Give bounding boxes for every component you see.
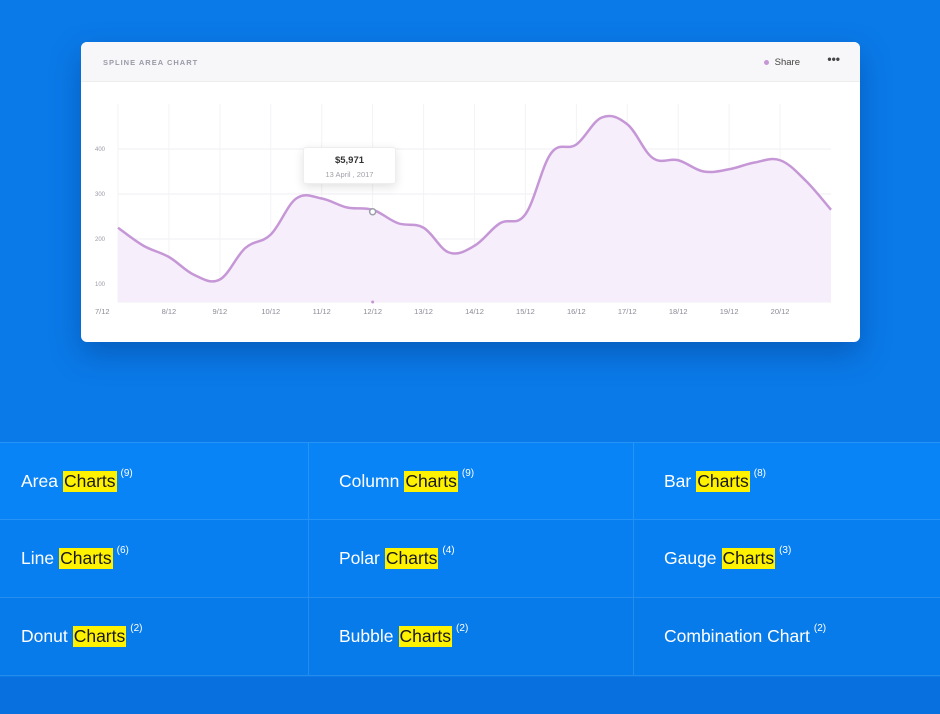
category-count: (3) bbox=[779, 545, 792, 556]
category-highlight: Charts bbox=[721, 548, 776, 569]
category-column-charts[interactable]: Column Charts (9) bbox=[309, 442, 634, 520]
categories-row: Donut Charts (2) Bubble Charts (2) Combinati… bbox=[0, 598, 940, 676]
category-highlight: Charts bbox=[72, 626, 127, 647]
x-tick-label: 8/12 bbox=[162, 307, 177, 316]
x-tick-label: 7/12 bbox=[95, 307, 110, 316]
series-area-share bbox=[118, 115, 831, 302]
series-line-share bbox=[117, 114, 832, 283]
category-highlight: Charts bbox=[62, 470, 117, 492]
y-tick-label: 300 bbox=[95, 192, 106, 198]
category-label: Gauge bbox=[664, 548, 717, 568]
category-highlight: Charts bbox=[384, 548, 439, 569]
x-tick-label: 9/12 bbox=[213, 307, 228, 316]
footer-band bbox=[0, 677, 940, 714]
legend-label: Share bbox=[774, 57, 800, 68]
card-header: SPLINE AREA CHART Share ••• bbox=[81, 42, 860, 82]
category-label: Bubble bbox=[339, 626, 394, 646]
categories-row: Line Charts (6) Polar Charts (4) Gauge Charts… bbox=[0, 520, 940, 598]
category-combination-chart[interactable]: Combination Chart (2) bbox=[634, 598, 940, 676]
category-count: (8) bbox=[753, 467, 767, 479]
x-tick-label: 19/12 bbox=[720, 307, 739, 316]
more-dots-icon[interactable]: ••• bbox=[827, 52, 840, 66]
x-axis-hover-indicator bbox=[371, 300, 375, 304]
category-label: Area bbox=[21, 470, 58, 491]
category-count: (2) bbox=[456, 623, 469, 634]
chart-title: SPLINE AREA CHART bbox=[103, 58, 199, 67]
x-tick-label: 20/12 bbox=[771, 307, 790, 316]
legend-item-share[interactable]: Share bbox=[763, 57, 800, 68]
category-count: (9) bbox=[461, 467, 475, 479]
x-tick-label: 14/12 bbox=[465, 307, 484, 316]
category-label: Polar bbox=[339, 548, 380, 568]
x-tick-label: 17/12 bbox=[618, 307, 637, 316]
x-tick-label: 10/12 bbox=[261, 307, 280, 316]
chart-categories-grid: Area Charts (9) Column Charts (9) Bar Charts(… bbox=[0, 442, 940, 677]
category-gauge-charts[interactable]: Gauge Charts (3) bbox=[634, 520, 940, 598]
category-label: Bar bbox=[664, 470, 692, 491]
category-bar-charts[interactable]: Bar Charts (8) bbox=[634, 442, 940, 520]
category-label: Combination Chart bbox=[664, 626, 810, 646]
category-highlight: Charts bbox=[696, 470, 750, 492]
x-axis-ticks: 7/12 8/12 9/12 10/12 11/12 12/12 13/12 14/12 15/… bbox=[95, 307, 789, 316]
category-highlight: Charts bbox=[398, 626, 453, 647]
category-donut-charts[interactable]: Donut Charts (2) bbox=[0, 598, 309, 676]
category-highlight: Charts bbox=[59, 548, 113, 569]
category-count: (9) bbox=[120, 467, 133, 479]
x-tick-label: 18/12 bbox=[669, 307, 688, 316]
category-count: (4) bbox=[442, 545, 455, 556]
x-tick-label: 15/12 bbox=[516, 307, 535, 316]
hover-point bbox=[368, 208, 377, 216]
category-line-charts[interactable]: Line Charts (6) bbox=[0, 520, 309, 598]
chart-card: SPLINE AREA CHART Share ••• 100 200 300 400… bbox=[81, 42, 860, 342]
x-tick-label: 12/12 bbox=[363, 307, 382, 316]
category-label: Line bbox=[21, 548, 55, 568]
x-tick-label: 16/12 bbox=[567, 307, 586, 316]
category-bubble-charts[interactable]: Bubble Charts (2) bbox=[309, 598, 634, 676]
category-count: (2) bbox=[130, 623, 143, 634]
category-label: Column bbox=[339, 470, 400, 491]
y-tick-label: 100 bbox=[95, 282, 106, 288]
x-tick-label: 13/12 bbox=[414, 307, 433, 316]
legend-dot-icon bbox=[763, 60, 769, 65]
hover-marker bbox=[368, 208, 377, 304]
tooltip-date: 13 April , 2017 bbox=[325, 170, 374, 179]
categories-row: Area Charts (9) Column Charts (9) Bar Charts(… bbox=[0, 442, 940, 520]
y-axis-ticks: 100 200 300 400 bbox=[95, 147, 106, 288]
spline-area-chart[interactable]: 100 200 300 400 7/12 8/12 9/12 10/12 11/12 12/12… bbox=[81, 82, 860, 342]
category-area-charts[interactable]: Area Charts (9) bbox=[0, 442, 309, 520]
tooltip-value: $5,971 bbox=[334, 155, 365, 166]
chart-tooltip: $5,971 13 April , 2017 bbox=[303, 147, 396, 184]
category-count: (6) bbox=[116, 545, 129, 556]
category-label: Donut bbox=[21, 626, 68, 646]
y-tick-label: 200 bbox=[95, 237, 106, 243]
y-tick-label: 400 bbox=[95, 147, 106, 153]
category-polar-charts[interactable]: Polar Charts (4) bbox=[309, 520, 634, 598]
x-tick-label: 11/12 bbox=[313, 307, 331, 316]
category-count: (2) bbox=[813, 623, 827, 634]
category-highlight: Charts bbox=[404, 470, 458, 492]
